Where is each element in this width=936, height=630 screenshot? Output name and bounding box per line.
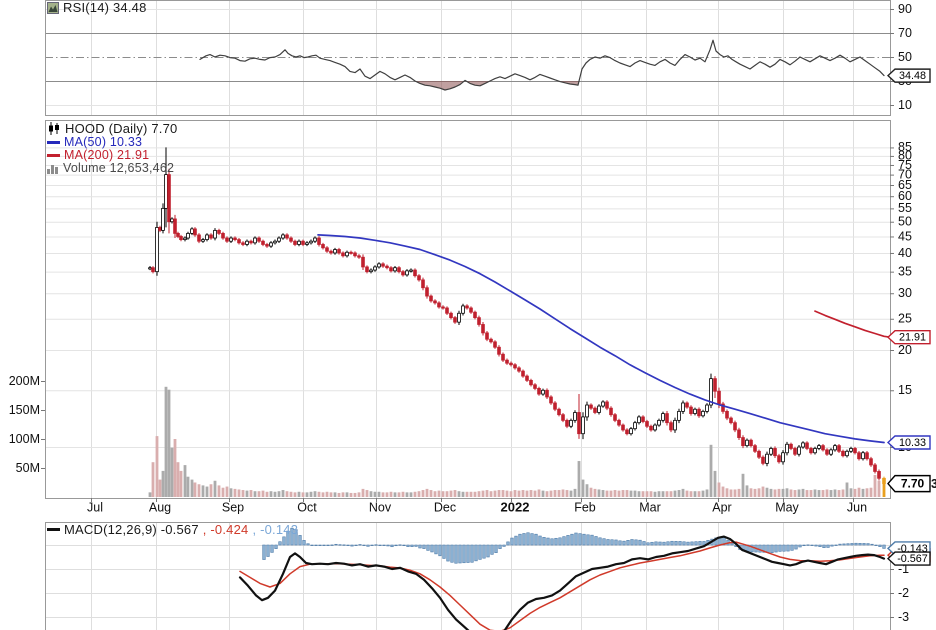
moving-averages — [317, 234, 891, 444]
axis-label: 2022 — [501, 499, 530, 514]
axis-label: 100M — [9, 432, 40, 446]
axis-value-tag — [886, 330, 931, 345]
rsi-indicator-icon — [47, 1, 59, 14]
month-axis: Jul Aug Sep Oct Nov Dec 2022 Feb Mar Apr May Jun — [87, 498, 867, 514]
axis-label: 50 — [898, 215, 912, 229]
ma200-line-icon — [47, 153, 60, 157]
axis-label: 30 — [898, 286, 912, 300]
axis-labels: 9070503010858075706560555045403530252015… — [9, 2, 912, 624]
macd-legend-hist: , -0.143 — [252, 522, 299, 537]
axis-label: 75 — [898, 158, 912, 172]
axis-label: -0.567 — [897, 553, 928, 565]
price-legend: HOOD (Daily) 7.70 MA(50) 10.33 MA(200) 2… — [47, 121, 178, 175]
axis-label: May — [775, 500, 799, 514]
axis-label: -1 — [898, 562, 909, 576]
volume-legend-label: Volume 12,653,462 — [63, 161, 175, 175]
ma50-legend-label: MA(50) 10.33 — [64, 135, 143, 149]
axis-label: 90 — [898, 2, 912, 16]
axis-label: Apr — [712, 500, 731, 514]
axis-value-tag — [886, 435, 931, 450]
ma200-line — [814, 310, 891, 339]
axis-label: Sep — [222, 500, 244, 514]
ma200-legend-label: MA(200) 21.91 — [64, 148, 150, 162]
macd-signal-line — [239, 541, 885, 630]
rsi-line — [199, 39, 885, 91]
rsi-legend-label: RSI(14) 34.48 — [63, 0, 147, 15]
axis-label: 35 — [898, 264, 912, 278]
rsi-oversold-fill — [200, 81, 884, 90]
axis-label: 7.70 — [901, 476, 925, 490]
candles — [148, 147, 886, 486]
axis-label: Oct — [297, 500, 317, 514]
rsi-panel — [45, 33, 890, 91]
macd-legend-signal: , -0.424 — [202, 522, 249, 537]
axis-label: Nov — [369, 500, 392, 514]
axis-value-tag — [886, 68, 931, 83]
axis-label: 15 — [898, 383, 912, 397]
axis-label: Feb — [574, 500, 596, 514]
axis-label: 20 — [898, 343, 912, 357]
axis-label: Jul — [87, 500, 103, 514]
axis-label: 70 — [898, 26, 912, 40]
axis-label: 40 — [898, 246, 912, 260]
macd-panel — [238, 527, 886, 630]
axis-label: Aug — [149, 500, 171, 514]
axis-label: Dec — [434, 500, 456, 514]
macd-line — [238, 535, 886, 630]
axis-label: 50M — [16, 461, 40, 475]
axis-label: 65 — [898, 178, 912, 192]
ma50-line-icon — [47, 140, 60, 144]
axis-label: 70 — [898, 167, 912, 181]
axis-label: 85 — [898, 140, 912, 154]
axis-label: 25 — [898, 312, 912, 326]
gridlines — [45, 0, 890, 630]
axis-label: 34.48 — [899, 70, 926, 82]
axis-label: 10 — [898, 98, 912, 112]
axis-label: Mar — [639, 500, 661, 514]
symbol-legend-label: HOOD (Daily) 7.70 — [65, 121, 178, 136]
axis-label: 60 — [898, 189, 912, 203]
axis-label: -3 — [898, 610, 909, 624]
axis-value-tag — [887, 474, 931, 493]
macd-legend: MACD(12,26,9) -0.567, -0.424, -0.143 — [47, 522, 299, 537]
axis-label: 150M — [9, 403, 40, 417]
axis-label: 55 — [898, 201, 912, 215]
axis-value-tag — [886, 551, 931, 566]
axis-label: -2 — [898, 586, 909, 600]
candlestick-icon — [47, 122, 61, 135]
ma50-line — [317, 234, 885, 444]
axis-label: 200M — [9, 374, 40, 388]
volume-bars-icon — [47, 163, 59, 174]
macd-line-icon — [47, 528, 60, 531]
axis-label: 45 — [898, 229, 912, 243]
axis-label: 80 — [898, 149, 912, 163]
axis-label: 3 — [931, 477, 936, 491]
macd-legend-main: MACD(12,26,9) -0.567 — [64, 522, 199, 537]
axis-label: 50 — [898, 50, 912, 64]
volume-bars — [148, 386, 886, 497]
rsi-legend: RSI(14) 34.48 — [47, 0, 147, 15]
axis-label: 10.33 — [899, 437, 926, 449]
axis-label: Jun — [847, 500, 867, 514]
axis-label: 21.91 — [899, 332, 926, 344]
